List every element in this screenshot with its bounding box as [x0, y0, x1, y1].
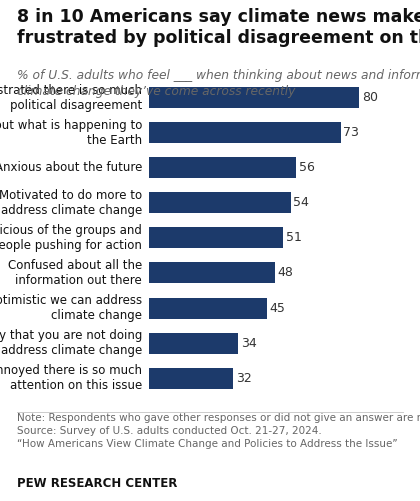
Bar: [149, 87, 359, 108]
Text: 32: 32: [236, 372, 252, 385]
Bar: [149, 157, 296, 178]
Text: 45: 45: [270, 302, 286, 315]
Text: % of U.S. adults who feel ___ when thinking about news and information on
climat: % of U.S. adults who feel ___ when think…: [17, 69, 420, 98]
Text: 56: 56: [299, 161, 315, 174]
Text: Note: Respondents who gave other responses or did not give an answer are not sho: Note: Respondents who gave other respons…: [17, 413, 420, 449]
Bar: [149, 263, 275, 284]
Bar: [149, 122, 341, 143]
Text: 80: 80: [362, 91, 378, 104]
Text: 48: 48: [278, 267, 294, 280]
Bar: [149, 368, 233, 389]
Text: PEW RESEARCH CENTER: PEW RESEARCH CENTER: [17, 477, 177, 490]
Text: 54: 54: [294, 196, 310, 209]
Bar: [149, 333, 239, 354]
Bar: [149, 298, 267, 319]
Text: 73: 73: [344, 126, 359, 139]
Text: 8 in 10 Americans say climate news makes them feel
frustrated by political disag: 8 in 10 Americans say climate news makes…: [17, 8, 420, 47]
Bar: [149, 227, 283, 248]
Bar: [149, 192, 291, 213]
Text: 51: 51: [286, 231, 302, 244]
Text: 34: 34: [241, 337, 257, 350]
